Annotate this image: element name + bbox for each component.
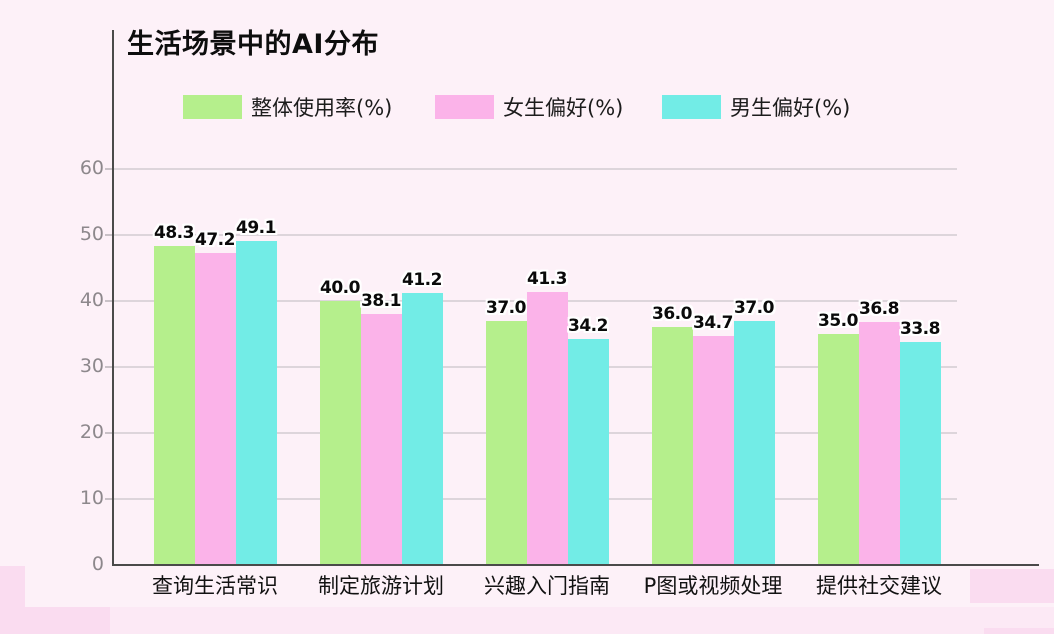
y-tick-label: 10 (79, 487, 104, 509)
y-axis-line (112, 30, 114, 565)
chart-legend: 整体使用率(%) 女生偏好(%) 男生偏好(%) (0, 94, 1054, 122)
bar-value-label: 36.0 (652, 304, 692, 325)
bar-value-label: 47.2 (195, 230, 235, 251)
bar-查询生活常识-整体使用率(%) (153, 246, 195, 565)
x-axis-line (112, 564, 1039, 566)
bar-value-label: 40.0 (320, 278, 360, 298)
y-tick-label: 40 (79, 289, 104, 311)
bar-value-label: 41.3 (527, 269, 567, 290)
bar-value-label: 49.1 (236, 217, 276, 238)
y-tick-label: 20 (79, 421, 104, 443)
legend-item-overall: 整体使用率(%) (183, 94, 392, 120)
bar-查询生活常识-女生偏好(%) (194, 253, 236, 565)
y-tick-mark (105, 234, 112, 236)
gridline-60 (114, 168, 957, 170)
y-tick-mark (105, 168, 112, 170)
legend-swatch-overall (183, 95, 242, 119)
bar-兴趣入门指南-整体使用率(%) (485, 320, 527, 565)
bar-提供社交建议-整体使用率(%) (817, 334, 859, 565)
legend-swatch-male (662, 95, 721, 119)
legend-label: 整体使用率(%) (251, 96, 393, 120)
y-tick-mark (105, 300, 112, 302)
y-tick-mark (105, 366, 112, 368)
bar-value-label: 37.0 (734, 297, 774, 318)
decor-left-bottom-block (0, 607, 110, 634)
y-tick-mark (105, 498, 112, 500)
bar-value-label: 48.3 (154, 223, 194, 244)
bar-查询生活常识-男生偏好(%) (235, 240, 277, 565)
bar-制定旅游计划-男生偏好(%) (401, 293, 443, 565)
chart-title: 生活场景中的AI分布 (127, 29, 379, 60)
y-tick-label: 50 (79, 223, 104, 245)
y-tick-label: 30 (79, 355, 104, 377)
bar-P图或视频处理-女生偏好(%) (692, 335, 734, 565)
bar-value-label: 37.0 (486, 297, 526, 318)
bar-value-label: 36.8 (859, 299, 899, 320)
legend-swatch-female (435, 95, 494, 119)
bar-value-label: 33.8 (900, 318, 940, 339)
legend-item-male: 男生偏好(%) (662, 94, 850, 120)
x-tick-label-2: 制定旅游计划 (318, 574, 444, 598)
decor-bottom-strip (0, 607, 1054, 634)
legend-label: 女生偏好(%) (503, 96, 624, 120)
decor-right-corner-block (984, 628, 1054, 634)
bar-提供社交建议-男生偏好(%) (899, 341, 941, 565)
bar-value-label: 34.2 (568, 316, 608, 337)
x-tick-label-4: P图或视频处理 (643, 574, 783, 598)
y-tick-label: 0 (91, 553, 104, 575)
bar-制定旅游计划-女生偏好(%) (360, 313, 402, 565)
bar-P图或视频处理-男生偏好(%) (733, 320, 775, 565)
bar-value-label: 35.0 (818, 311, 858, 331)
legend-item-female: 女生偏好(%) (435, 94, 623, 120)
decor-right-block (970, 569, 1054, 603)
bar-提供社交建议-女生偏好(%) (858, 322, 900, 565)
x-tick-label-5: 提供社交建议 (816, 574, 942, 598)
bar-value-label: 41.2 (402, 270, 442, 291)
bar-value-label: 34.7 (693, 312, 733, 333)
bar-value-label: 38.1 (361, 290, 401, 311)
y-tick-label: 60 (79, 157, 104, 179)
x-tick-label-1: 查询生活常识 (152, 574, 278, 598)
bar-兴趣入门指南-男生偏好(%) (567, 339, 609, 565)
legend-label: 男生偏好(%) (730, 96, 851, 120)
gridline-50 (114, 234, 957, 236)
y-tick-mark (105, 432, 112, 434)
bar-P图或视频处理-整体使用率(%) (651, 327, 693, 565)
x-tick-label-3: 兴趣入门指南 (484, 574, 610, 598)
bar-制定旅游计划-整体使用率(%) (319, 301, 361, 565)
bar-兴趣入门指南-女生偏好(%) (526, 292, 568, 565)
